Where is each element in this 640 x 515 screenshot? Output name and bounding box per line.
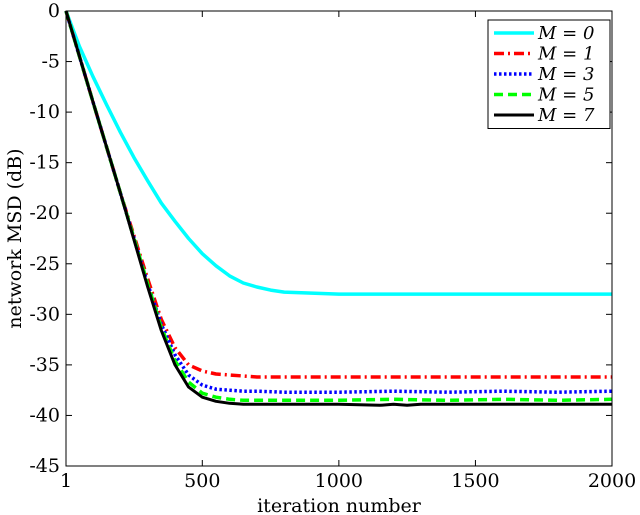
legend-label: M = 7 (537, 105, 595, 126)
y-axis-label: network MSD (dB) (4, 148, 26, 328)
legend-label: M = 3 (537, 64, 594, 85)
x-tick-label: 2000 (588, 470, 636, 492)
y-tick-label: -40 (29, 404, 60, 426)
x-tick-label: 1000 (315, 470, 363, 492)
y-tick-label: -10 (29, 101, 60, 123)
legend-label: M = 0 (537, 23, 594, 44)
y-tick-label: -15 (29, 152, 60, 174)
y-tick-label: -30 (29, 303, 60, 325)
series-line-m0 (64, 10, 612, 296)
y-tick-label: -35 (29, 354, 60, 376)
legend-label: M = 5 (537, 85, 594, 106)
legend-label: M = 1 (537, 44, 594, 65)
series-line-m7 (64, 10, 612, 407)
legend: M = 0M = 1M = 3M = 5M = 7 (487, 19, 611, 129)
y-tick-label: -25 (29, 253, 60, 275)
y-tick-label: -20 (29, 202, 60, 224)
series-layer (64, 10, 613, 407)
x-tick-label: 1500 (451, 470, 499, 492)
x-axis-label: iteration number (257, 495, 422, 515)
y-tick-label: 0 (48, 0, 60, 22)
legend-box (487, 19, 611, 129)
series-line-m3 (64, 10, 613, 394)
ticks-layer: 1 500 1000 1500 20000-5-10-15-20-25-30-35-40… (29, 0, 636, 492)
y-tick-label: -5 (41, 51, 60, 73)
x-tick-label: 500 (184, 470, 220, 492)
x-tick-label: 1 (60, 470, 72, 492)
y-tick-label: -45 (29, 455, 60, 477)
